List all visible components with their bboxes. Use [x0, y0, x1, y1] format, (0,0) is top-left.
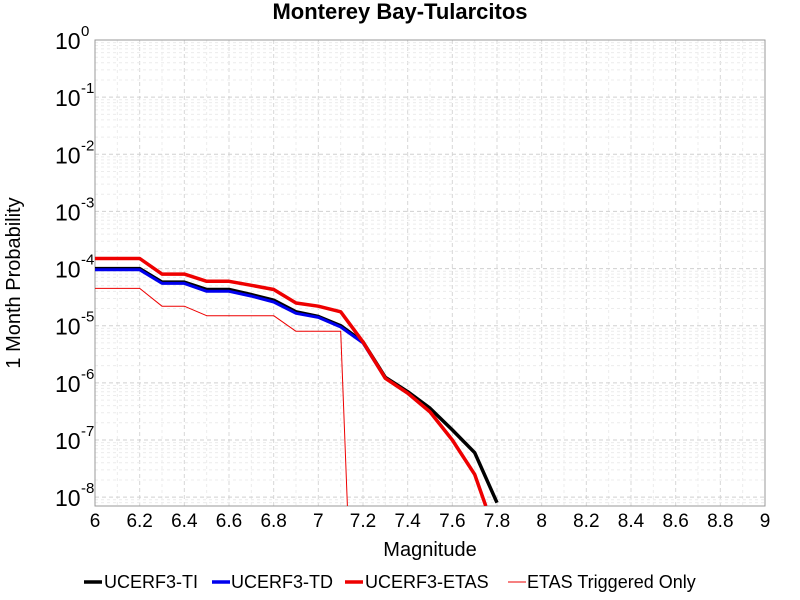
series-line-ucerf3-etas	[95, 256, 488, 506]
legend-item: UCERF3-ETAS	[345, 572, 489, 592]
x-tick-labels: 6 6.2 6.4 6.6 6.8 7 7.2 7.4 7.6 7.8 8 8.2 8.4 8.6 8.8 9	[90, 511, 771, 532]
y-tick-label: 10 0	[55, 23, 89, 54]
y-tick-exponent: 0	[81, 23, 89, 40]
x-tick-label: 7	[313, 511, 324, 532]
legend-item: UCERF3-TI	[84, 572, 198, 592]
y-tick-base: 10	[55, 371, 81, 397]
x-tick-label: 7.2	[350, 511, 376, 532]
y-tick-base: 10	[55, 257, 81, 283]
y-tick-label: 10 -6	[55, 366, 94, 397]
series-line-etas-triggered-only	[95, 287, 348, 506]
y-tick-exponent: -2	[81, 137, 94, 154]
grid	[94, 39, 766, 507]
y-tick-exponent: -6	[81, 366, 94, 383]
x-tick-label: 8.6	[662, 511, 688, 532]
legend-item: ETAS Triggered Only	[508, 572, 696, 592]
x-axis-label: Magnitude	[383, 539, 476, 561]
x-tick-label: 8.8	[707, 511, 733, 532]
x-tick-label: 8.4	[618, 511, 645, 532]
chart-title: Monterey Bay-Tularcitos	[272, 0, 527, 24]
legend-label: UCERF3-TD	[231, 572, 333, 592]
x-tick-label: 6	[90, 511, 101, 532]
y-tick-exponent: -7	[81, 423, 94, 440]
x-tick-label: 6.8	[260, 511, 286, 532]
series-layer	[95, 256, 499, 506]
y-tick-exponent: -5	[81, 309, 94, 326]
x-tick-label: 8	[536, 511, 547, 532]
y-tick-label: 10 -2	[55, 137, 94, 168]
y-tick-label: 10 -3	[55, 194, 94, 225]
x-tick-label: 7.4	[394, 511, 421, 532]
y-tick-base: 10	[55, 85, 81, 111]
legend-item: UCERF3-TD	[212, 572, 333, 592]
y-tick-exponent: -8	[81, 480, 94, 497]
legend-label: UCERF3-TI	[104, 572, 198, 592]
y-tick-base: 10	[55, 314, 81, 340]
legend-label: ETAS Triggered Only	[527, 572, 696, 592]
y-tick-exponent: -4	[81, 252, 94, 269]
plot-frame	[94, 39, 766, 507]
y-tick-base: 10	[55, 142, 81, 168]
y-tick-label: 10 -7	[55, 423, 94, 454]
y-tick-base: 10	[55, 199, 81, 225]
x-tick-label: 8.2	[573, 511, 599, 532]
x-tick-label: 6.2	[126, 511, 152, 532]
x-tick-label: 9	[760, 511, 771, 532]
y-tick-label: 10 -5	[55, 309, 94, 340]
x-tick-label: 7.8	[484, 511, 510, 532]
y-tick-exponent: -3	[81, 194, 94, 211]
y-axis-label: 1 Month Probability	[3, 197, 25, 368]
x-tick-label: 7.6	[439, 511, 465, 532]
x-tick-label: 6.6	[216, 511, 242, 532]
y-tick-base: 10	[55, 485, 81, 511]
y-tick-label: 10 -4	[55, 252, 94, 283]
y-tick-base: 10	[55, 28, 81, 54]
legend: UCERF3-TI UCERF3-TD UCERF3-ETAS ETAS Trigge…	[84, 572, 696, 592]
legend-label: UCERF3-ETAS	[365, 572, 489, 592]
series-group	[95, 256, 499, 506]
y-tick-label: 10 -8	[55, 480, 94, 511]
y-tick-label: 10 -1	[55, 80, 94, 111]
x-tick-label: 6.4	[171, 511, 198, 532]
y-tick-base: 10	[55, 428, 81, 454]
y-tick-exponent: -1	[81, 80, 94, 97]
